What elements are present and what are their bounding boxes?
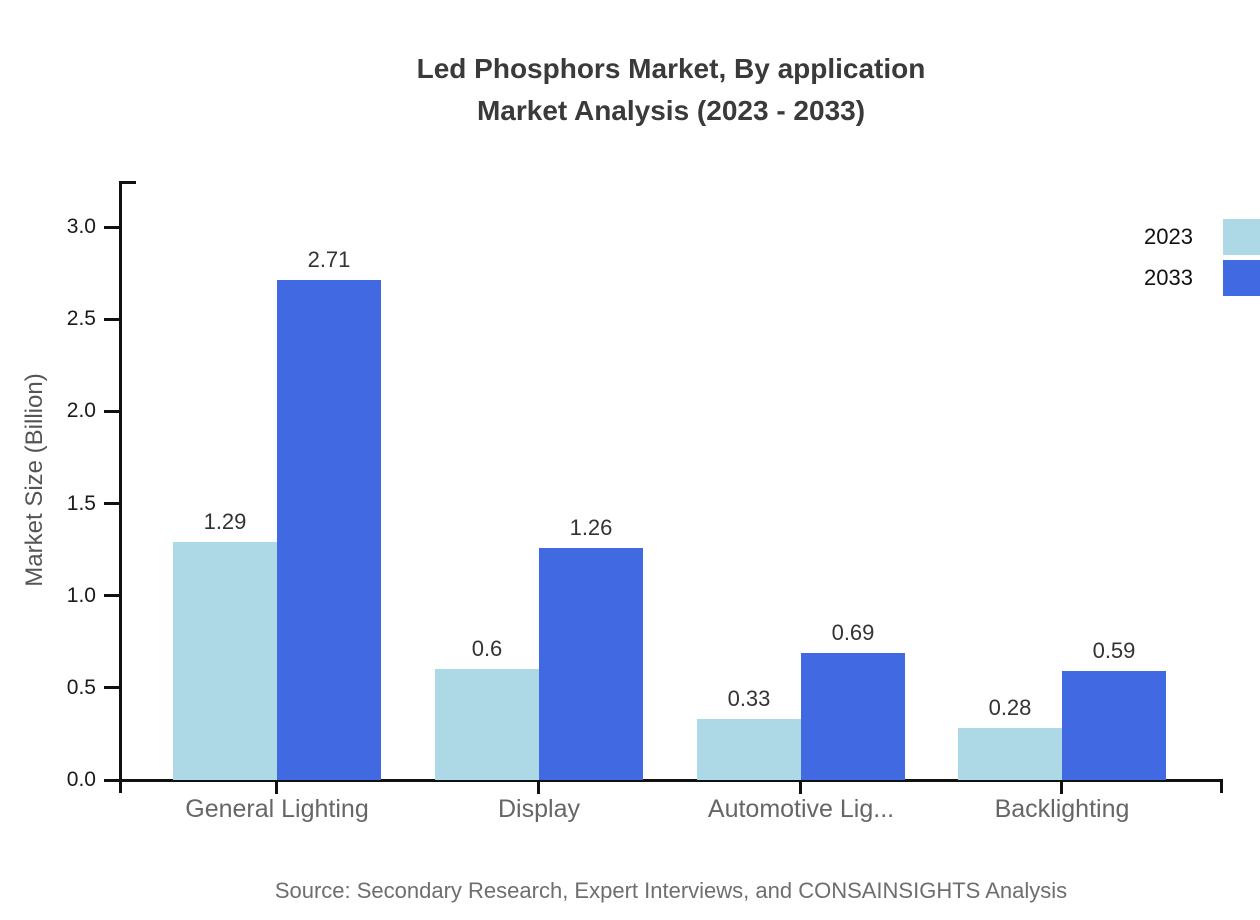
y-tick-mark: [104, 778, 120, 782]
y-tick-mark: [104, 317, 120, 321]
legend-swatch-2023: [1223, 219, 1260, 255]
bar-2033-1: [539, 547, 643, 780]
legend-label-2023: 2023: [1144, 224, 1193, 249]
y-axis-top-cap: [119, 181, 136, 184]
bar-2023-0: [173, 542, 277, 780]
bar-2033-3: [1062, 671, 1166, 780]
bar-2023-2: [697, 719, 801, 780]
x-tick-mark: [275, 780, 278, 794]
y-tick-label: 0.5: [66, 675, 96, 699]
x-category-label: General Lighting: [185, 795, 369, 823]
bar-value-label: 1.29: [203, 509, 247, 535]
chart-title-line1: Led Phosphors Market, By application: [416, 53, 926, 84]
x-axis-line: [104, 779, 1223, 782]
bar-2023-3: [958, 728, 1062, 780]
x-axis-end-tick: [1220, 779, 1223, 793]
x-tick-mark: [537, 780, 540, 794]
y-tick-mark: [104, 686, 120, 690]
bar-value-label: 0.59: [1092, 638, 1136, 664]
bar-value-label: 0.69: [831, 619, 875, 645]
x-category-label: Display: [498, 795, 580, 823]
bar-value-label: 0.33: [727, 686, 771, 712]
x-category-label: Automotive Lig...: [707, 795, 895, 823]
bar-2033-0: [277, 280, 381, 780]
x-category-label: Backlighting: [994, 795, 1130, 823]
bar-value-label: 0.6: [471, 636, 503, 662]
chart-title-line2: Market Analysis (2023 - 2033): [476, 95, 866, 126]
y-tick-label: 2.5: [66, 307, 96, 331]
y-axis-line: [119, 181, 122, 793]
y-tick-mark: [104, 502, 120, 505]
y-tick-label: 2.0: [66, 399, 96, 423]
y-tick-label: 0.0: [66, 768, 96, 791]
bar-value-label: 1.26: [569, 514, 613, 540]
legend-label-2033: 2033: [1144, 265, 1193, 290]
legend-item-2023: 2023: [1144, 219, 1260, 255]
chart-title: Led Phosphors Market, By application Mar…: [120, 48, 1222, 132]
bar-value-label: 2.71: [307, 247, 351, 273]
y-tick-mark: [104, 409, 120, 413]
y-tick-mark: [104, 594, 120, 598]
bar-2023-1: [435, 669, 539, 780]
x-tick-mark: [1060, 780, 1063, 794]
bar-value-label: 0.28: [988, 695, 1032, 721]
legend-item-2033: 2033: [1144, 260, 1260, 296]
y-tick-mark: [104, 225, 120, 229]
source-note: Source: Secondary Research, Expert Inter…: [274, 878, 1068, 903]
y-tick-label: 3.0: [66, 215, 96, 238]
x-tick-mark: [799, 780, 802, 794]
y-tick-label: 1.0: [66, 583, 96, 607]
y-tick-label: 1.5: [66, 491, 96, 515]
legend-swatch-2033: [1223, 260, 1260, 296]
bar-2033-2: [801, 652, 905, 780]
